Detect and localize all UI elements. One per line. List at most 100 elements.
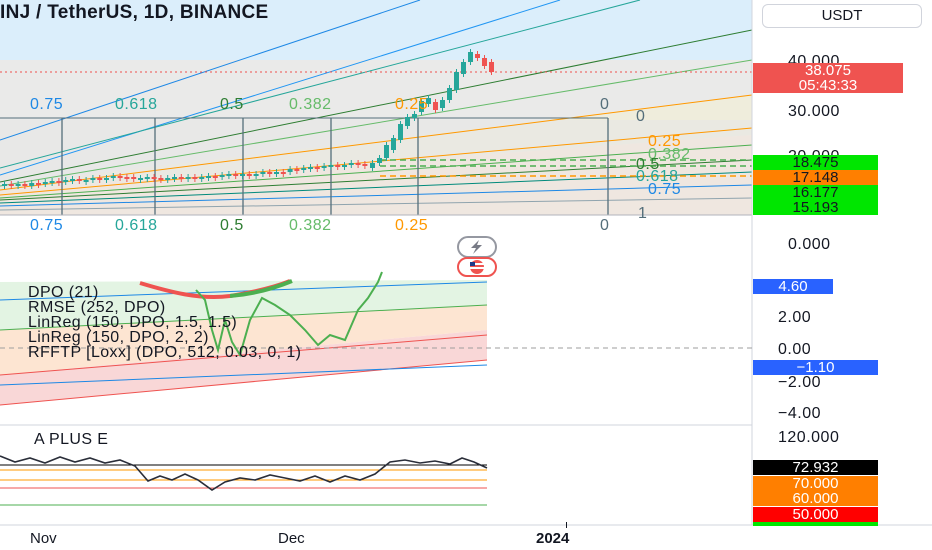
candle-body bbox=[199, 177, 205, 179]
candle-body bbox=[433, 102, 438, 110]
candle-body bbox=[440, 100, 445, 108]
candle-body bbox=[384, 145, 389, 158]
candle-body bbox=[355, 163, 361, 165]
candle-body bbox=[233, 174, 239, 176]
currency-selector[interactable]: USDT bbox=[762, 4, 922, 28]
level-tag: 16.177 bbox=[753, 185, 878, 200]
fib-label-top: 0.618 bbox=[115, 96, 158, 113]
fib-label-bottom: 0 bbox=[600, 217, 610, 234]
lightning-icon[interactable] bbox=[457, 236, 497, 263]
candle-body bbox=[165, 178, 171, 180]
candle-body bbox=[178, 177, 184, 179]
fib-label-bottom: 0.25 bbox=[395, 217, 429, 234]
candle-body bbox=[267, 172, 273, 174]
candle-body bbox=[90, 178, 96, 180]
indicator-axis-label: 2.00 bbox=[778, 309, 812, 326]
oscillator-tag: 50.000 bbox=[753, 507, 878, 522]
indicator-legend-item[interactable]: LinReg (150, DPO, 2, 2) bbox=[28, 329, 209, 346]
fib-fan-label: 0.382 bbox=[648, 146, 691, 163]
fib-label-top: 0.382 bbox=[289, 96, 332, 113]
fib-label-bottom: 0.5 bbox=[220, 217, 244, 234]
candle-body bbox=[240, 174, 245, 176]
candle-body bbox=[219, 175, 225, 177]
candle-body bbox=[274, 172, 279, 174]
time-axis-label: Dec bbox=[278, 530, 305, 547]
candle-body bbox=[2, 184, 7, 186]
oscillator-axis-label: 120.000 bbox=[778, 429, 840, 446]
indicator-axis-label: −2.00 bbox=[778, 374, 821, 391]
candle-body bbox=[131, 177, 137, 179]
fib-label-bottom: 0.75 bbox=[30, 217, 64, 234]
candle-body bbox=[253, 174, 259, 176]
candle-body bbox=[419, 101, 424, 112]
candle-body bbox=[83, 180, 89, 182]
candle-body bbox=[104, 178, 109, 180]
candle-body bbox=[15, 184, 21, 186]
candle-body bbox=[308, 167, 313, 169]
candle-body bbox=[335, 165, 341, 167]
candle-body bbox=[287, 169, 293, 172]
candle-body bbox=[29, 183, 35, 186]
candle-body bbox=[391, 138, 396, 150]
oscillator-title[interactable]: A PLUS E bbox=[34, 431, 109, 448]
indicator-legend-item[interactable]: RFFTP [Loxx] (DPO, 512, 0.03, 0, 1) bbox=[28, 344, 302, 361]
candle-body bbox=[482, 58, 487, 66]
level-tag: 17.148 bbox=[753, 170, 878, 185]
time-axis-label: 2024 bbox=[536, 530, 570, 547]
candle-body bbox=[185, 177, 191, 179]
candle-body bbox=[49, 181, 55, 183]
us-flag-icon[interactable] bbox=[457, 257, 497, 282]
price-axis-label: 30.000 bbox=[788, 103, 840, 120]
candle-body bbox=[412, 114, 417, 118]
current-price: 38.075 bbox=[805, 62, 851, 79]
candle-body bbox=[97, 178, 103, 180]
candle-body bbox=[294, 169, 300, 171]
candle-body bbox=[226, 174, 232, 176]
dpo-value-tag-negative: −1.10 bbox=[753, 360, 878, 375]
indicator-legend-item[interactable]: DPO (21) bbox=[28, 284, 99, 301]
candle-body bbox=[454, 72, 459, 90]
candle-body bbox=[192, 177, 198, 179]
candle-body bbox=[70, 179, 75, 181]
candle-body bbox=[405, 117, 410, 126]
candle-body bbox=[117, 176, 123, 178]
candle-body bbox=[138, 178, 143, 180]
candle-body bbox=[280, 172, 286, 174]
candle-body bbox=[342, 165, 347, 167]
fib-dashed-levels bbox=[0, 71, 752, 177]
time-axis-label: Nov bbox=[30, 530, 57, 547]
candle-body bbox=[212, 176, 218, 178]
fib-fan-label: 1 bbox=[638, 205, 648, 222]
candle-body bbox=[362, 164, 368, 166]
candle-body bbox=[36, 183, 41, 185]
candle-body bbox=[8, 184, 14, 186]
candle-body bbox=[76, 179, 82, 181]
fib-fan-label: 0 bbox=[636, 108, 646, 125]
candle-body bbox=[172, 177, 177, 179]
level-tag: 15.193 bbox=[753, 200, 878, 215]
candle-body bbox=[377, 158, 382, 163]
dpo-value-tag: 4.60 bbox=[753, 279, 833, 294]
candle-body bbox=[314, 167, 320, 169]
oscillator-tag: 70.000 bbox=[753, 476, 878, 491]
indicator-legend-item[interactable]: RMSE (252, DPO) bbox=[28, 299, 166, 316]
candle-body bbox=[158, 178, 164, 180]
oscillator-tag: 72.932 bbox=[753, 460, 878, 475]
candle-body bbox=[328, 165, 334, 167]
candle-body bbox=[246, 174, 252, 176]
candle-body bbox=[321, 166, 327, 168]
candle-body bbox=[348, 163, 354, 165]
candle-body bbox=[301, 168, 307, 170]
fib-label-top: 0.75 bbox=[30, 96, 64, 113]
fib-time-lines bbox=[0, 117, 609, 215]
candle-body bbox=[56, 181, 62, 183]
candle-body bbox=[110, 176, 116, 178]
candle-body bbox=[124, 177, 130, 179]
candle-body bbox=[22, 184, 28, 186]
candle-body bbox=[260, 172, 266, 174]
indicator-legend-item[interactable]: LinReg (150, DPO, 1.5, 1.5) bbox=[28, 314, 238, 331]
symbol-title: INJ / TetherUS, 1D, BINANCE bbox=[0, 2, 269, 23]
indicator-axis-label: 0.00 bbox=[778, 341, 812, 358]
